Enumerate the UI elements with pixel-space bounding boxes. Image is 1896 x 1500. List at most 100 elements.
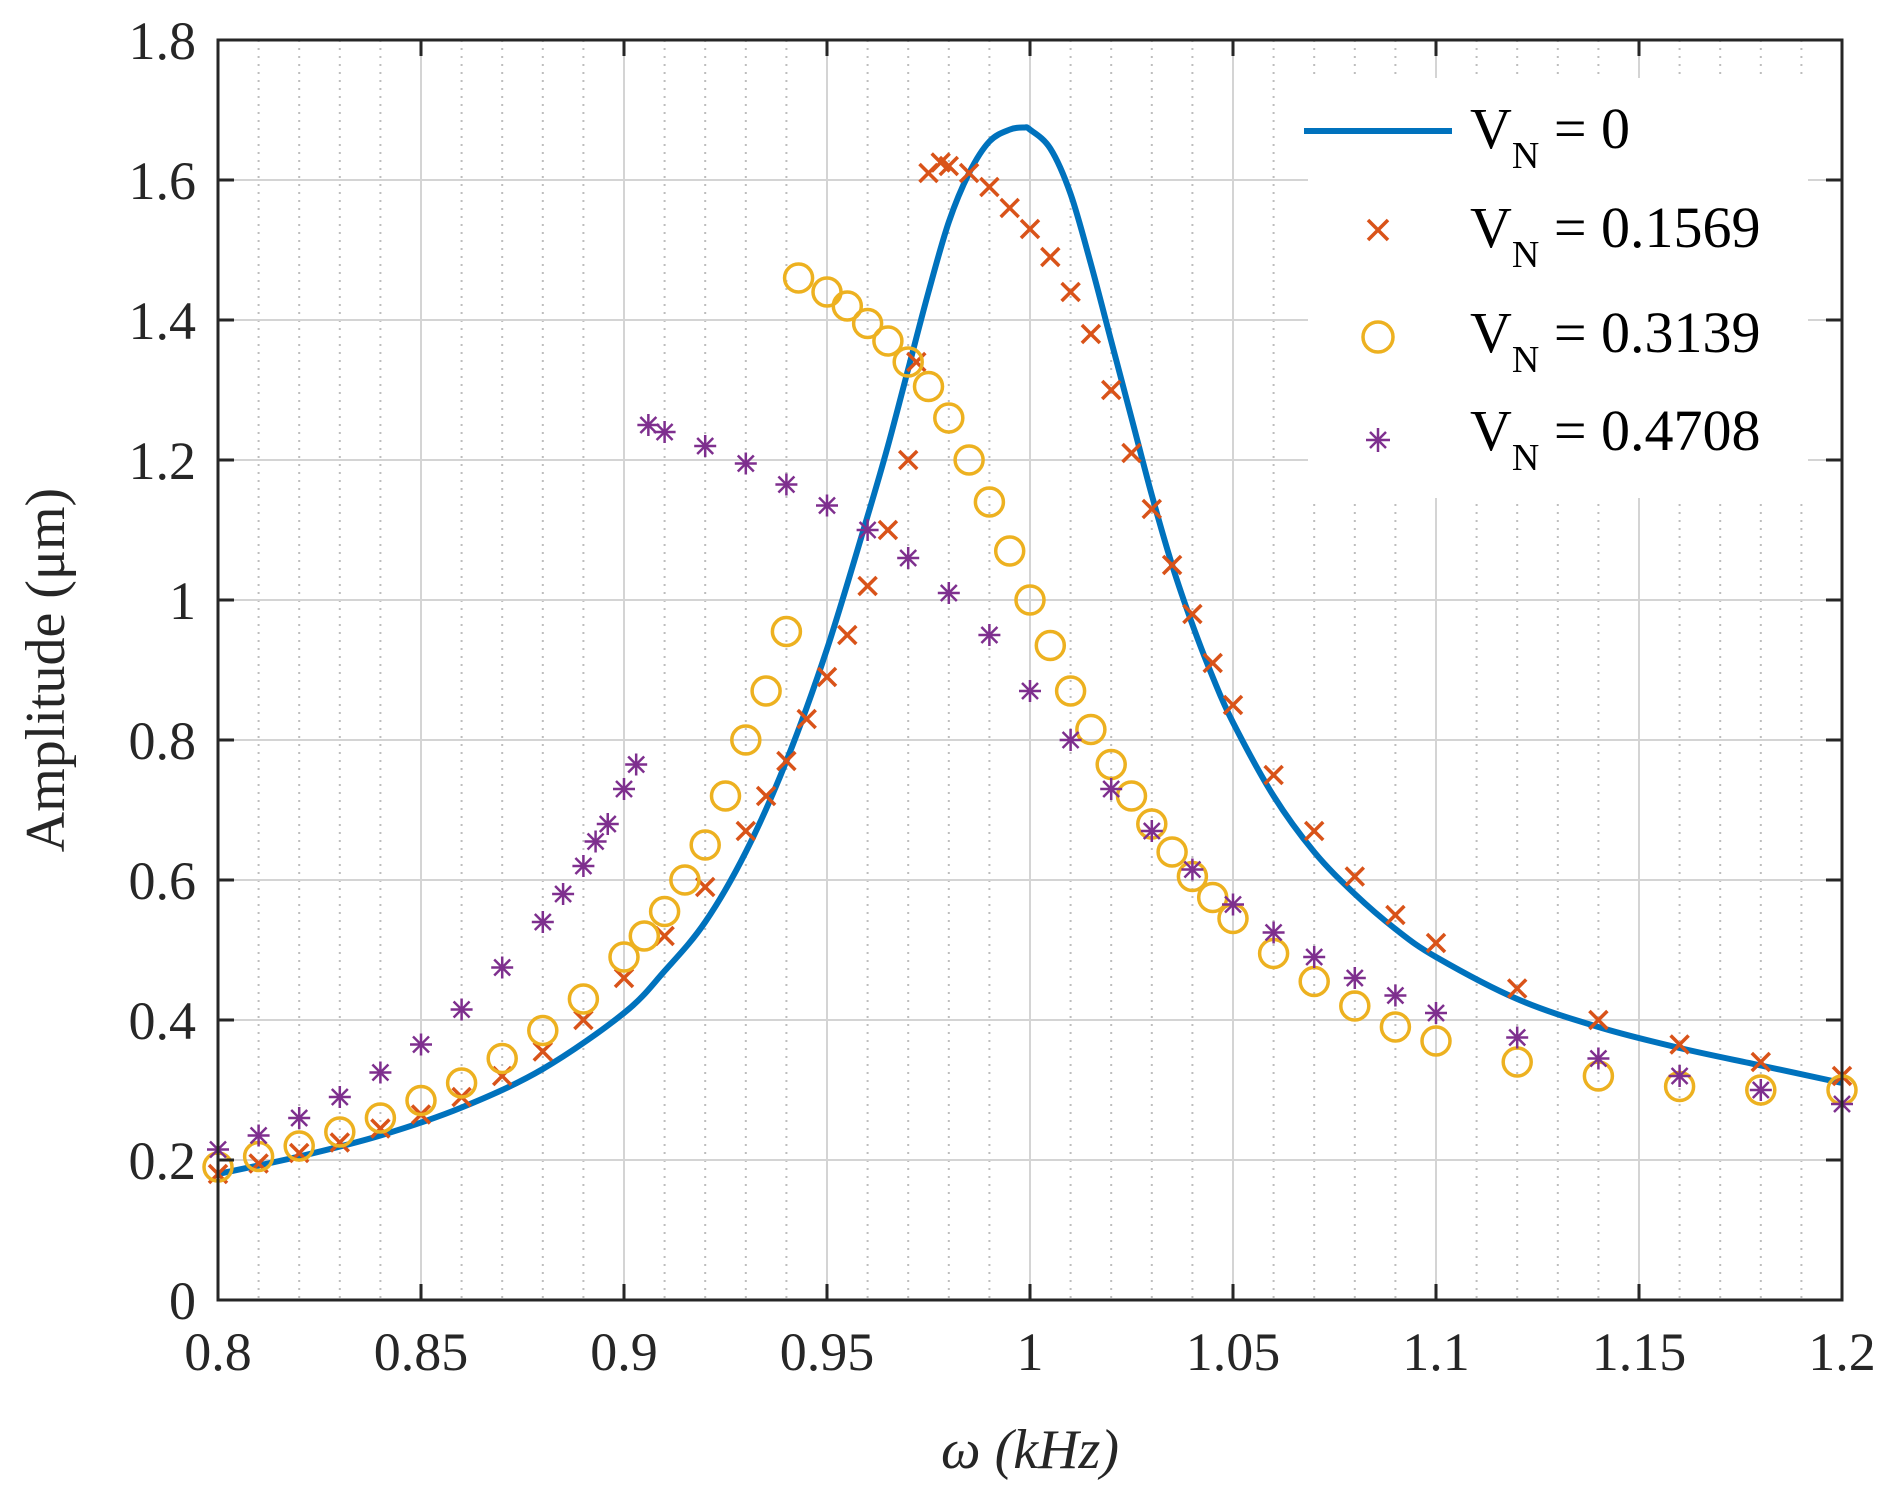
data-point-x — [532, 1041, 554, 1062]
data-point-circle — [933, 402, 965, 434]
data-point-star — [1587, 1047, 1610, 1070]
data-point-circle — [770, 615, 803, 648]
x-tick-label: 1 — [1017, 1322, 1044, 1382]
data-point-star — [978, 624, 1001, 646]
legend-marker-x — [1366, 218, 1390, 242]
legend: VN = 0 VN = 0.1569 VN = 0.3139 VN = 0.47… — [1304, 78, 1808, 498]
data-point-circle — [782, 262, 815, 294]
data-point-star — [552, 883, 575, 905]
series-3 — [207, 414, 1853, 1161]
data-point-x — [999, 197, 1020, 219]
y-tick-label: 0 — [169, 1271, 196, 1331]
data-point-circle — [486, 1042, 518, 1075]
data-point-star — [937, 582, 960, 604]
x-tick-label: 0.95 — [780, 1322, 875, 1382]
data-point-x — [370, 1118, 391, 1139]
plot-area — [202, 124, 1858, 1185]
data-point-x — [1263, 764, 1284, 786]
data-point-circle — [851, 307, 884, 340]
data-point-star — [288, 1107, 311, 1129]
data-point-star — [1303, 946, 1326, 968]
legend-marker-circle — [1361, 320, 1395, 354]
x-tick-label: 0.9 — [590, 1322, 658, 1382]
data-point-star — [596, 813, 619, 835]
data-point-x — [837, 624, 858, 646]
data-point-x — [1121, 442, 1142, 464]
data-point-x — [979, 176, 1000, 198]
data-point-x — [1019, 218, 1041, 240]
data-point-x — [1080, 323, 1102, 345]
data-point-star — [247, 1124, 270, 1147]
data-point-x — [1344, 866, 1366, 887]
data-point-star — [734, 452, 757, 475]
data-point-star — [491, 956, 514, 979]
data-point-x — [1669, 1034, 1690, 1055]
data-point-circle — [730, 724, 762, 756]
data-point-circle — [872, 325, 904, 357]
data-point-star — [531, 911, 554, 933]
x-tick-labels: 0.8 0.85 0.9 0.95 1 1.05 1.1 1.15 1.2 — [184, 1322, 1876, 1382]
x-tick-label: 1.2 — [1808, 1322, 1876, 1382]
y-axis-label: Amplitude (μm) — [15, 488, 77, 852]
x-axis-unit: (kHz) — [995, 1419, 1119, 1481]
y-tick-label: 0.2 — [129, 1131, 197, 1191]
data-point-star — [584, 830, 607, 853]
data-point-circle — [993, 535, 1026, 567]
y-tick-label: 1.2 — [129, 431, 197, 491]
data-point-star — [625, 753, 648, 776]
data-point-circle — [405, 1084, 437, 1117]
x-tick-label: 1.15 — [1592, 1322, 1687, 1382]
x-tick-label: 1.1 — [1402, 1322, 1470, 1382]
legend-entry-0: VN = 0 — [1470, 96, 1630, 177]
data-point-star — [1222, 893, 1244, 916]
data-point-x — [877, 519, 899, 541]
data-point-circle — [283, 1130, 315, 1162]
data-point-circle — [1075, 713, 1107, 746]
series-1 — [207, 152, 1853, 1185]
legend-entry-2: VN = 0.3139 — [1470, 300, 1761, 381]
data-point-circle — [953, 444, 985, 476]
y-tick-labels: 0 0.2 0.4 0.6 0.8 1 1.2 1.4 1.6 1.8 — [129, 11, 197, 1331]
y-tick-label: 0.6 — [129, 851, 197, 911]
data-point-circle — [608, 941, 640, 973]
data-point-star — [1100, 778, 1123, 800]
data-point-x — [1161, 554, 1183, 576]
data-point-x — [1060, 281, 1081, 303]
data-point-circle — [892, 346, 924, 378]
data-point-x — [1425, 932, 1447, 954]
data-point-x — [857, 575, 878, 597]
x-tick-label: 1.05 — [1186, 1322, 1281, 1382]
legend-entry-3: VN = 0.4708 — [1470, 398, 1761, 479]
data-point-circle — [527, 1014, 559, 1047]
data-point-circle — [973, 486, 1006, 518]
data-point-circle — [1745, 1074, 1777, 1106]
data-point-x — [1385, 904, 1406, 926]
data-point-star — [856, 519, 879, 541]
data-point-star — [1019, 680, 1041, 702]
data-point-circle — [750, 675, 782, 707]
data-point-x — [776, 750, 797, 772]
x-tick-label: 0.8 — [184, 1322, 252, 1382]
grid — [217, 39, 1843, 1301]
data-point-star — [1749, 1079, 1772, 1101]
data-point-circle — [1379, 1011, 1412, 1043]
data-point-x — [1202, 652, 1223, 674]
data-point-circle — [831, 290, 864, 322]
data-point-star — [775, 473, 798, 496]
data-point-star — [637, 414, 660, 436]
data-point-circle — [324, 1116, 356, 1148]
data-point-x — [897, 449, 919, 471]
legend-marker-star — [1366, 428, 1390, 452]
y-tick-label: 1.4 — [129, 291, 197, 351]
data-point-star — [572, 855, 595, 877]
data-point-x — [1506, 978, 1528, 999]
data-point-star — [328, 1086, 351, 1108]
data-point-star — [450, 998, 473, 1021]
x-tick-label: 0.85 — [374, 1322, 469, 1382]
data-point-circle — [709, 780, 742, 812]
data-point-x — [1040, 246, 1061, 268]
data-point-x — [796, 708, 817, 730]
data-point-x — [613, 967, 635, 989]
data-point-star — [1384, 984, 1407, 1007]
y-tick-label: 1 — [169, 571, 196, 631]
